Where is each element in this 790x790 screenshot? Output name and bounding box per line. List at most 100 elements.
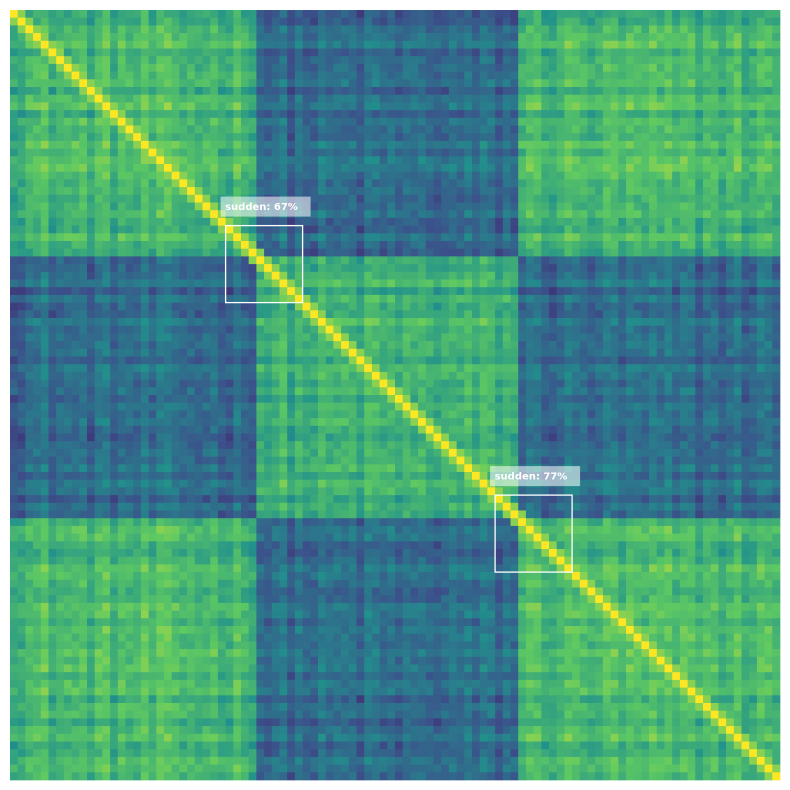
heatmap-cell (10, 56, 19, 65)
heatmap-cell (495, 140, 504, 149)
heatmap-cell (718, 148, 727, 157)
heatmap-cell (279, 164, 288, 173)
heatmap-cell (556, 164, 565, 173)
heatmap-cell (772, 341, 781, 350)
heatmap-cell (741, 202, 750, 211)
heatmap-cell (695, 63, 704, 72)
heatmap-cell (433, 110, 442, 119)
heatmap-cell (110, 210, 119, 219)
heatmap-cell (294, 171, 303, 180)
heatmap-cell (703, 164, 712, 173)
heatmap-cell (549, 33, 558, 42)
heatmap-cell (87, 210, 96, 219)
heatmap-cell (633, 140, 642, 149)
heatmap-cell (495, 387, 504, 396)
heatmap-cell (187, 25, 196, 34)
heatmap-cell (395, 117, 404, 126)
heatmap-cell (664, 310, 673, 319)
heatmap-cell (264, 25, 273, 34)
heatmap-cell (525, 279, 534, 288)
heatmap-cell (733, 256, 742, 265)
heatmap-cell (63, 140, 72, 149)
heatmap-cell (579, 233, 588, 242)
heatmap-cell (502, 233, 511, 242)
heatmap-cell (533, 217, 542, 226)
heatmap-cell (395, 333, 404, 342)
heatmap-cell (695, 333, 704, 342)
heatmap-cell (241, 233, 250, 242)
heatmap-cell (179, 156, 188, 165)
heatmap-cell (318, 48, 327, 57)
heatmap-cell (472, 63, 481, 72)
heatmap-cell (487, 364, 496, 373)
heatmap-cell (641, 302, 650, 311)
heatmap-cell (33, 210, 42, 219)
heatmap-cell (756, 356, 765, 365)
heatmap-cell (718, 294, 727, 303)
heatmap-cell (579, 202, 588, 211)
heatmap-cell (356, 164, 365, 173)
heatmap-cell (549, 125, 558, 134)
heatmap-cell (364, 310, 373, 319)
heatmap-cell (87, 87, 96, 96)
heatmap-cell (117, 117, 126, 126)
heatmap-cell (395, 179, 404, 188)
heatmap-cell (187, 325, 196, 334)
heatmap-cell (248, 140, 257, 149)
heatmap-cell (441, 241, 450, 250)
heatmap-cell (202, 48, 211, 57)
heatmap-cell (672, 287, 681, 296)
heatmap-cell (618, 310, 627, 319)
heatmap-cell (271, 264, 280, 273)
heatmap-cell (79, 341, 88, 350)
heatmap-cell (425, 294, 434, 303)
heatmap-cell (302, 225, 311, 234)
heatmap-cell (595, 117, 604, 126)
heatmap-cell (518, 125, 527, 134)
heatmap-cell (348, 156, 357, 165)
heatmap-cell (656, 225, 665, 234)
heatmap-cell (148, 17, 157, 26)
heatmap-cell (425, 217, 434, 226)
heatmap-cell (187, 156, 196, 165)
heatmap-cell (179, 48, 188, 57)
heatmap-cell (17, 318, 26, 327)
heatmap-cell (395, 63, 404, 72)
heatmap-cell (156, 348, 165, 357)
heatmap-cell (687, 248, 696, 257)
heatmap-cell (448, 348, 457, 357)
heatmap-cell (279, 48, 288, 57)
heatmap-cell (210, 125, 219, 134)
heatmap-cell (579, 10, 588, 19)
heatmap-cell (741, 17, 750, 26)
heatmap-cell (287, 302, 296, 311)
heatmap-cell (448, 179, 457, 188)
heatmap-cell (40, 225, 49, 234)
heatmap-cell (533, 10, 542, 19)
heatmap-cell (241, 171, 250, 180)
heatmap-cell (264, 387, 273, 396)
heatmap-cell (456, 241, 465, 250)
heatmap-cell (487, 294, 496, 303)
heatmap-cell (402, 164, 411, 173)
heatmap-cell (664, 364, 673, 373)
heatmap-cell (764, 79, 773, 88)
heatmap-cell (387, 40, 396, 49)
heatmap-cell (579, 294, 588, 303)
heatmap-cell (502, 156, 511, 165)
heatmap-cell (649, 102, 658, 111)
heatmap-cell (179, 364, 188, 373)
heatmap-cell (479, 302, 488, 311)
heatmap-cell (102, 171, 111, 180)
heatmap-cell (510, 164, 519, 173)
heatmap-cell (40, 33, 49, 42)
heatmap-cell (87, 279, 96, 288)
heatmap-cell (479, 217, 488, 226)
heatmap-cell (164, 194, 173, 203)
heatmap-cell (672, 48, 681, 57)
heatmap-cell (502, 371, 511, 380)
heatmap-cell (302, 387, 311, 396)
heatmap-cell (756, 348, 765, 357)
heatmap-cell (117, 171, 126, 180)
heatmap-cell (164, 310, 173, 319)
